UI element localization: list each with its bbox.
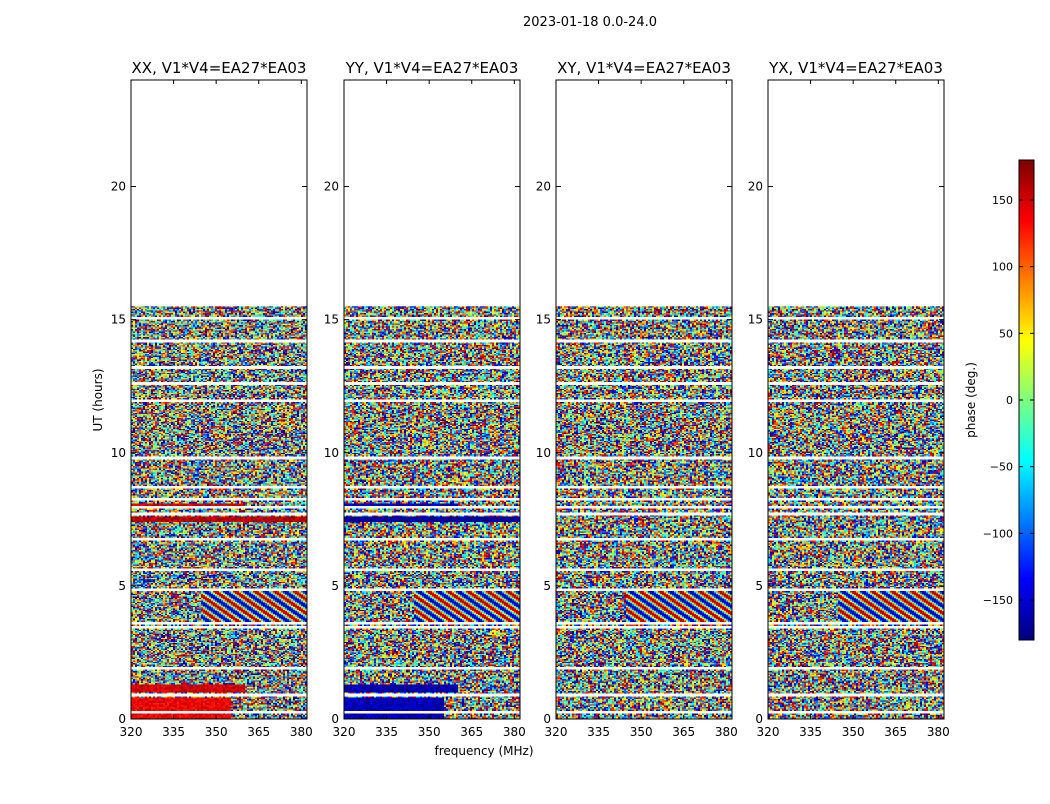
colorbar-gradient <box>1019 160 1034 640</box>
x-tick-label: 335 <box>375 725 398 739</box>
colorbar-tick-label: −100 <box>983 527 1013 540</box>
x-tick-label: 320 <box>333 725 356 739</box>
y-tick-label: 0 <box>118 712 126 726</box>
x-tick-label: 365 <box>247 725 270 739</box>
x-axis-label: frequency (MHz) <box>434 744 533 758</box>
x-tick-label: 350 <box>842 725 865 739</box>
y-tick-label: 15 <box>748 313 763 327</box>
y-tick-label: 0 <box>331 712 339 726</box>
colorbar-tick-label: −50 <box>990 461 1013 474</box>
x-tick-label: 320 <box>757 725 780 739</box>
axes-frame <box>130 79 308 720</box>
y-axis-label: UT (hours) <box>91 368 105 431</box>
x-tick-label: 365 <box>884 725 907 739</box>
x-tick-label: 380 <box>290 725 313 739</box>
y-tick-label: 20 <box>111 180 126 194</box>
x-tick-label: 380 <box>503 725 526 739</box>
y-tick-label: 15 <box>324 313 339 327</box>
y-tick-label: 5 <box>755 579 763 593</box>
y-tick-label: 20 <box>748 180 763 194</box>
colorbar-tick-label: 150 <box>992 194 1013 207</box>
heatmap-image <box>768 306 944 719</box>
panel-xy: XY, V1*V4=EA27*EA03 320 335 350 365 380 0 5 10 15… <box>536 59 738 739</box>
y-tick-label: 10 <box>748 446 763 460</box>
y-tick-label: 10 <box>111 446 126 460</box>
figure-title: 2023-01-18 0.0-24.0 <box>523 15 657 30</box>
colorbar: −150 −100 −50 0 50 100 150 phase (deg.) <box>964 159 1035 641</box>
x-tick-label: 365 <box>460 725 483 739</box>
y-tick-label: 0 <box>543 712 551 726</box>
panel-xx: XX, V1*V4=EA27*EA03 320 335 350 365 380 0 5 10 15… <box>111 59 313 739</box>
colorbar-tick-label: −150 <box>983 594 1013 607</box>
y-tick-label: 5 <box>543 579 551 593</box>
heatmap-image <box>131 306 307 719</box>
panel-yy: YY, V1*V4=EA27*EA03 320 335 350 365 380 0 5 10 15… <box>324 59 526 739</box>
x-tick-label: 380 <box>927 725 950 739</box>
y-tick-label: 15 <box>111 313 126 327</box>
panel-title: YX, V1*V4=EA27*EA03 <box>768 59 943 77</box>
y-tick-label: 10 <box>536 446 551 460</box>
x-tick-label: 350 <box>630 725 653 739</box>
y-tick-label: 20 <box>536 180 551 194</box>
colorbar-tick-label: 50 <box>999 327 1013 340</box>
colorbar-tick-label: 100 <box>992 261 1013 274</box>
panel-title: YY, V1*V4=EA27*EA03 <box>345 59 519 77</box>
panel-title: XX, V1*V4=EA27*EA03 <box>132 59 307 77</box>
y-tick-label: 5 <box>331 579 339 593</box>
y-tick-label: 0 <box>755 712 763 726</box>
axes-frame <box>343 79 521 720</box>
panel-title: XY, V1*V4=EA27*EA03 <box>557 59 731 77</box>
x-tick-label: 320 <box>545 725 568 739</box>
panel-yx: YX, V1*V4=EA27*EA03 320 335 350 365 380 0 5 10 15… <box>748 59 950 739</box>
x-tick-label: 350 <box>205 725 228 739</box>
colorbar-label: phase (deg.) <box>964 362 978 438</box>
y-tick-label: 10 <box>324 446 339 460</box>
x-tick-label: 335 <box>587 725 610 739</box>
heatmap-image <box>556 306 732 719</box>
x-tick-label: 335 <box>799 725 822 739</box>
y-tick-label: 20 <box>324 180 339 194</box>
axes-frame <box>767 79 945 720</box>
x-tick-label: 320 <box>120 725 143 739</box>
x-tick-label: 380 <box>715 725 738 739</box>
heatmap-image <box>344 306 520 719</box>
colorbar-tick-label: 0 <box>1006 394 1013 407</box>
y-tick-label: 5 <box>118 579 126 593</box>
y-tick-label: 15 <box>536 313 551 327</box>
x-tick-label: 365 <box>672 725 695 739</box>
x-tick-label: 335 <box>162 725 185 739</box>
x-tick-label: 350 <box>418 725 441 739</box>
panels: XX, V1*V4=EA27*EA03 320 335 350 365 380 0 5 10 15… <box>111 59 950 739</box>
axes-frame <box>555 79 733 720</box>
